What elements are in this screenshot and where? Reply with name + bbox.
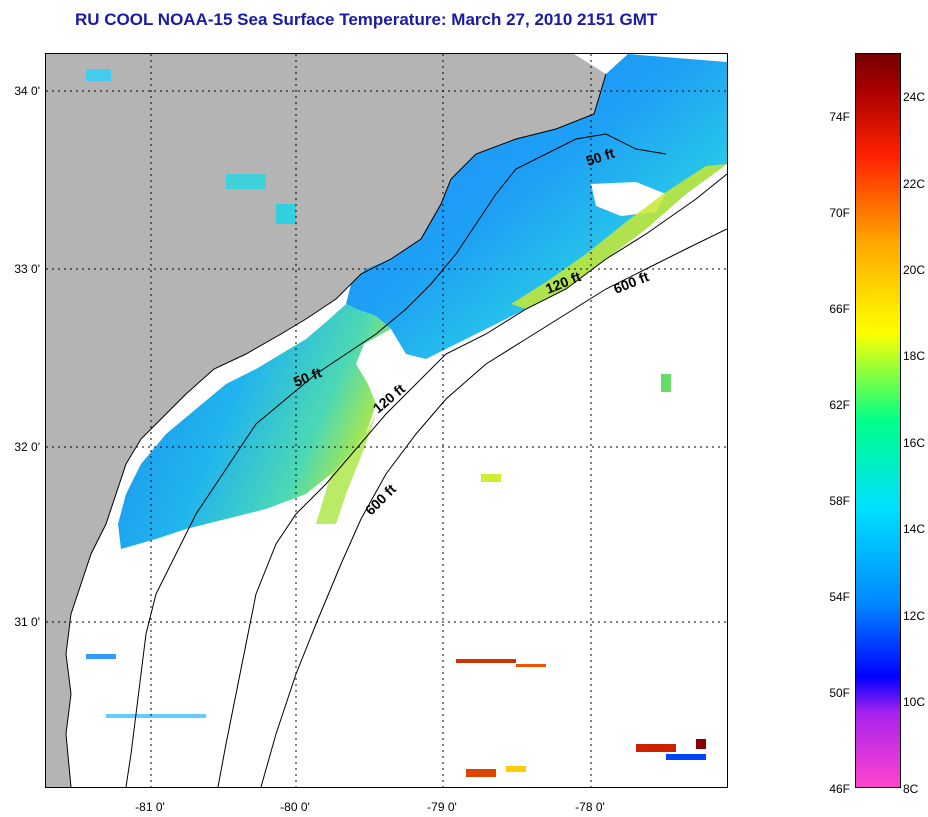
- colorbar-c-label: 8C: [903, 782, 919, 796]
- colorbar-c-label: 24C: [903, 90, 926, 104]
- contour-600ft: [260, 228, 727, 787]
- warm-front-north: [511, 164, 727, 309]
- lon-label: -81 0': [135, 800, 165, 814]
- warm-front-south: [316, 414, 376, 524]
- colorbar-f-label: 74F: [829, 110, 850, 124]
- sst-map: 50 ft 120 ft 600 ft 50 ft 120 ft 600 ft: [45, 53, 728, 788]
- land-mass: [46, 54, 606, 787]
- depth-label: 600 ft: [362, 481, 399, 518]
- lon-label: -78 0': [575, 800, 605, 814]
- lat-label: 33 0': [14, 262, 40, 276]
- colorbar-c-label: 20C: [903, 263, 926, 277]
- colorbar-c-label: 22C: [903, 177, 926, 191]
- map-title: RU COOL NOAA-15 Sea Surface Temperature:…: [75, 10, 658, 29]
- sst-map-canvas: 50 ft 120 ft 600 ft 50 ft 120 ft 600 ft: [46, 54, 727, 787]
- colorbar-f-label: 66F: [829, 302, 850, 316]
- contour-120ft: [217, 173, 727, 787]
- coastline: [65, 73, 607, 787]
- lon-label: -79 0': [427, 800, 457, 814]
- lat-label: 32 0': [14, 440, 40, 454]
- colorbar-c-label: 12C: [903, 609, 926, 623]
- colorbar-f-label: 58F: [829, 494, 850, 508]
- colorbar-f-label: 62F: [829, 398, 850, 412]
- lat-label: 34 0': [14, 84, 40, 98]
- colorbar-c-label: 10C: [903, 695, 926, 709]
- lat-label: 31 0': [14, 615, 40, 629]
- colorbar-c-label: 14C: [903, 522, 926, 536]
- temperature-colorbar: [855, 53, 901, 788]
- colorbar-c-label: 18C: [903, 349, 926, 363]
- colorbar-f-label: 54F: [829, 590, 850, 604]
- colorbar-c-label: 16C: [903, 436, 926, 450]
- colorbar-f-label: 46F: [829, 782, 850, 796]
- sst-noise-pixels: [86, 69, 706, 777]
- graticule: [46, 54, 727, 787]
- lon-label: -80 0': [280, 800, 310, 814]
- contour-50ft: [125, 133, 667, 787]
- colorbar-f-label: 50F: [829, 686, 850, 700]
- colorbar-f-label: 70F: [829, 206, 850, 220]
- sst-region-north: [346, 54, 727, 359]
- depth-label: 600 ft: [611, 268, 651, 297]
